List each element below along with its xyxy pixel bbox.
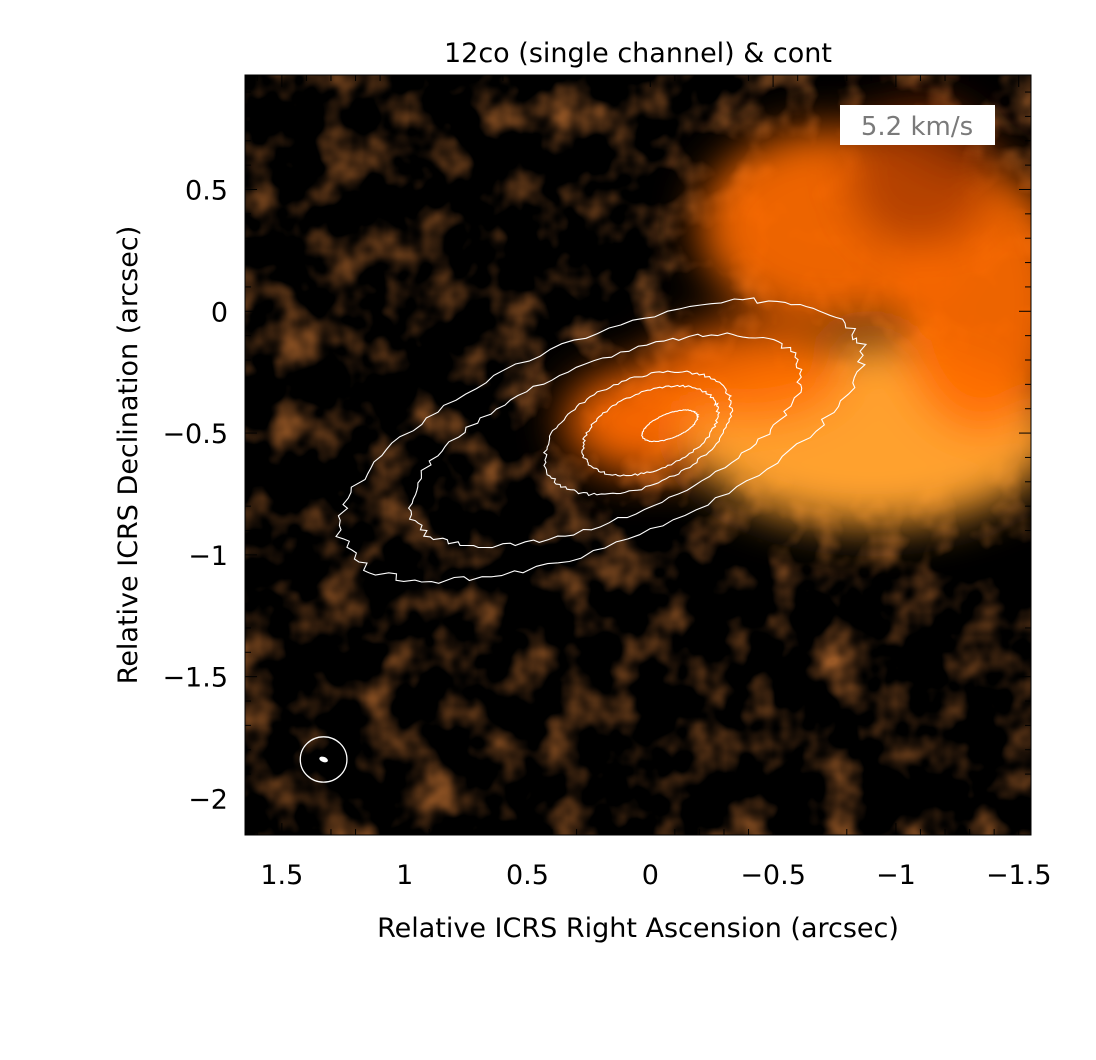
y-tick-label: −1 — [188, 541, 228, 572]
contour-level — [335, 297, 868, 584]
beam-ellipse — [299, 736, 348, 783]
axis-ticks — [245, 75, 1031, 835]
contour-level — [542, 370, 734, 497]
beam-outer — [299, 736, 348, 783]
contour-level — [641, 409, 700, 443]
y-tick-label: −2 — [188, 784, 228, 815]
x-tick-label: 0.5 — [506, 860, 549, 891]
emission-blob — [650, 323, 847, 421]
x-tick-label: −0.5 — [740, 860, 806, 891]
continuum-contours — [335, 297, 868, 584]
x-tick-label: 0 — [642, 860, 659, 891]
velocity-label: 5.2 km/s — [861, 112, 973, 142]
velocity-label-box — [840, 105, 995, 145]
y-tick-label: 0.5 — [185, 175, 228, 206]
y-tick-label: −1.5 — [162, 663, 228, 694]
y-axis-label: Relative ICRS Declination (arcsec) — [113, 226, 144, 684]
x-tick-label: −1.5 — [986, 860, 1052, 891]
y-tick-label: −0.5 — [162, 419, 228, 450]
x-tick-labels: 1.5 1 0.5 0 −0.5 −1 −1.5 — [260, 860, 1051, 891]
x-tick-label: −1 — [876, 860, 916, 891]
plot-frame — [244, 74, 1032, 836]
y-tick-label: 0 — [211, 297, 228, 328]
x-tick-label: 1 — [396, 860, 413, 891]
contour-level — [581, 384, 721, 477]
y-tick-labels: −2 −1.5 −1 −0.5 0 0.5 — [162, 175, 228, 815]
contour-level — [407, 332, 803, 549]
x-tick-label: 1.5 — [260, 860, 303, 891]
chart-title: 12co (single channel) & cont — [444, 38, 832, 69]
x-axis-label: Relative ICRS Right Ascension (arcsec) — [377, 913, 899, 944]
beam-inner — [319, 756, 328, 763]
co-emission — [564, 104, 1031, 526]
